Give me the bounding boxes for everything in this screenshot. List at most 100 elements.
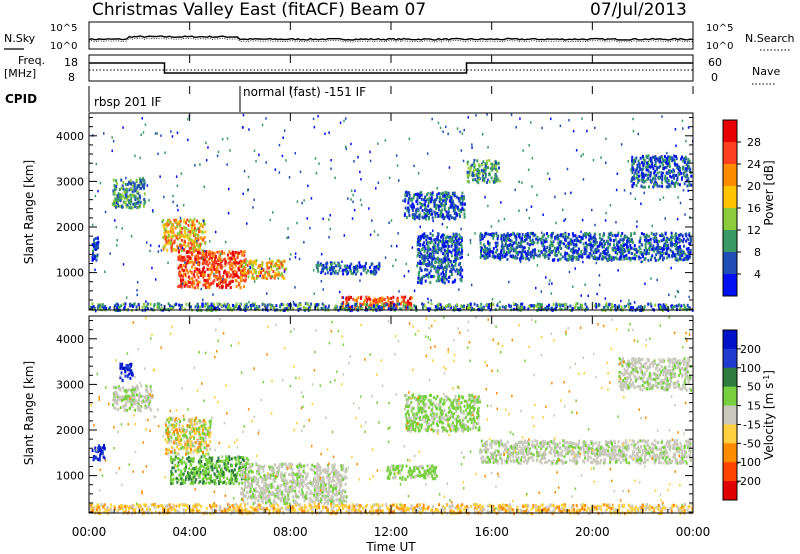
heatmap-cell xyxy=(417,237,419,241)
heatmap-cell xyxy=(450,216,453,220)
heatmap-cell xyxy=(139,406,142,410)
heatmap-cell xyxy=(679,251,682,255)
heatmap-cell xyxy=(451,263,454,267)
heatmap-cell xyxy=(179,272,182,276)
heatmap-cell xyxy=(480,302,483,306)
noise-right-tick-top: 10^5 xyxy=(706,23,733,34)
heatmap-cell xyxy=(266,303,269,307)
heatmap-cell xyxy=(101,449,104,453)
heatmap-cell xyxy=(517,252,519,256)
heatmap-cell xyxy=(326,261,329,265)
heatmap-cell xyxy=(198,261,201,265)
heatmap-cell xyxy=(441,194,444,198)
heatmap-cell xyxy=(297,303,300,307)
heatmap-cell xyxy=(404,212,406,216)
heatmap-cell xyxy=(668,293,670,297)
heatmap-cell xyxy=(685,163,688,167)
heatmap-cell xyxy=(306,302,309,306)
heatmap-cell xyxy=(188,280,191,284)
heatmap-cell xyxy=(620,245,623,249)
heatmap-cell xyxy=(347,271,350,275)
heatmap-cell xyxy=(686,303,689,307)
heatmap-cell xyxy=(103,447,106,451)
heatmap-cell xyxy=(658,303,661,307)
heatmap-cell xyxy=(437,256,439,260)
heatmap-cell xyxy=(94,194,97,198)
heatmap-cell xyxy=(510,255,513,258)
heatmap-cell xyxy=(676,304,679,308)
heatmap-cell xyxy=(444,236,447,240)
heatmap-cell xyxy=(588,234,591,238)
heatmap-cell xyxy=(355,299,358,303)
heatmap-cell xyxy=(372,304,375,308)
heatmap-cell xyxy=(450,198,453,202)
heatmap-cell xyxy=(585,249,588,252)
heatmap-cell xyxy=(427,248,430,252)
heatmap-cell xyxy=(92,244,95,248)
heatmap-cell xyxy=(249,265,251,269)
heatmap-cell xyxy=(408,208,410,212)
heatmap-cell xyxy=(383,306,386,310)
heatmap-cell xyxy=(620,234,623,238)
heatmap-cell xyxy=(426,198,429,201)
heatmap-cell xyxy=(440,272,443,276)
heatmap-cell xyxy=(402,295,405,299)
heatmap-cell xyxy=(487,146,489,149)
heatmap-cell xyxy=(512,247,515,251)
heatmap-cell xyxy=(532,256,535,260)
heatmap-cell xyxy=(235,270,238,274)
heatmap-cell xyxy=(488,252,491,255)
heatmap-cell xyxy=(443,248,446,252)
heatmap-cell xyxy=(182,204,185,207)
heatmap-cell xyxy=(471,171,474,175)
heatmap-cell xyxy=(484,168,487,172)
heatmap-cell xyxy=(662,303,665,307)
heatmap-cell xyxy=(407,201,410,205)
heatmap-cell xyxy=(448,249,451,253)
heatmap-cell xyxy=(316,306,319,310)
heatmap-cell xyxy=(443,257,446,261)
heatmap-cell xyxy=(663,306,666,310)
heatmap-cell xyxy=(443,233,446,237)
heatmap-cell xyxy=(93,242,96,246)
heatmap-cell xyxy=(402,305,405,309)
heatmap-cell xyxy=(515,257,517,260)
heatmap-cell xyxy=(242,250,245,254)
heatmap-cell xyxy=(203,222,206,226)
heatmap-cell xyxy=(133,402,135,406)
heatmap-cell xyxy=(388,297,391,301)
heatmap-cell xyxy=(404,197,407,201)
heatmap-cell xyxy=(508,237,511,241)
heatmap-cell xyxy=(309,304,312,308)
heatmap-cell xyxy=(472,307,475,311)
heatmap-cell xyxy=(179,219,182,223)
heatmap-cell xyxy=(520,256,523,260)
heatmap-cell xyxy=(421,234,424,238)
heatmap-cell xyxy=(384,139,387,142)
heatmap-cell xyxy=(442,273,445,277)
heatmap-cell xyxy=(167,307,170,311)
heatmap-cell xyxy=(568,118,570,122)
heatmap-cell xyxy=(174,221,177,224)
heatmap-cell xyxy=(143,197,146,201)
heatmap-cell xyxy=(529,305,532,309)
heatmap-cell xyxy=(445,202,447,206)
heatmap-cell xyxy=(179,216,182,220)
heatmap-cell xyxy=(189,230,192,234)
heatmap-cell xyxy=(511,244,514,248)
heatmap-cell xyxy=(123,404,126,408)
heatmap-cell xyxy=(483,245,486,249)
heatmap-cell xyxy=(197,263,200,266)
heatmap-cell xyxy=(666,256,669,260)
heatmap-cell xyxy=(636,165,639,169)
heatmap-cell xyxy=(434,257,437,261)
heatmap-cell xyxy=(489,247,492,251)
heatmap-cell xyxy=(681,155,683,159)
heatmap-cell xyxy=(670,235,673,239)
heatmap-cell xyxy=(198,268,201,272)
heatmap-cell xyxy=(616,252,619,256)
heatmap-cell xyxy=(531,238,534,242)
heatmap-cell xyxy=(604,252,607,256)
heatmap-cell xyxy=(138,393,141,397)
heatmap-cell xyxy=(425,214,428,218)
